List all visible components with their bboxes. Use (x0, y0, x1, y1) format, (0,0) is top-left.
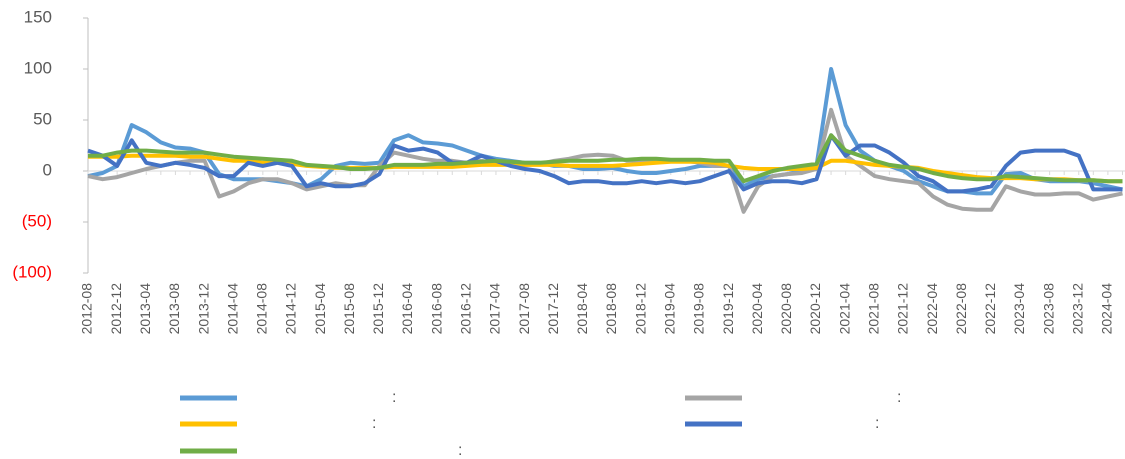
x-tick-label: 2012-12 (108, 283, 124, 335)
series-line (87, 107, 1123, 214)
x-tick-label: 2018-08 (603, 283, 619, 335)
legend-label: : (875, 415, 879, 432)
x-tick-label: 2020-04 (749, 283, 765, 335)
x-tick-label: 2023-12 (1069, 283, 1085, 335)
x-tick-label: 2016-08 (428, 283, 444, 335)
x-tick-label: 2017-08 (516, 283, 532, 335)
x-tick-label: 2016-04 (399, 283, 415, 335)
legend-label: : (897, 389, 901, 406)
legend-label: : (392, 389, 396, 406)
x-tick-label: 2017-12 (545, 283, 561, 335)
x-tick-label: 2021-12 (895, 283, 911, 335)
x-tick-label: 2014-08 (254, 283, 270, 335)
series-line (87, 133, 1123, 194)
x-tick-label: 2019-04 (662, 283, 678, 335)
x-tick-label: 2015-04 (312, 283, 328, 335)
x-tick-label: 2016-12 (458, 283, 474, 335)
x-tick-label: 2020-12 (807, 283, 823, 335)
y-tick-label: 100 (24, 58, 52, 77)
x-tick-label: 2012-08 (79, 283, 95, 335)
x-tick-label: 2022-12 (982, 283, 998, 335)
x-tick-label: 2014-12 (283, 283, 299, 335)
x-tick-label: 2019-12 (720, 283, 736, 335)
x-tick-label: 2013-12 (195, 283, 211, 335)
y-tick-label: (50) (22, 211, 52, 230)
x-tick-label: 2021-08 (865, 283, 881, 335)
x-tick-label: 2024-04 (1099, 283, 1115, 335)
y-tick-label: 50 (33, 109, 52, 128)
x-tick-label: 2017-04 (487, 283, 503, 335)
x-tick-label: 2019-08 (691, 283, 707, 335)
x-tick-label: 2022-04 (924, 283, 940, 335)
x-tick-label: 2014-04 (224, 283, 240, 335)
legend-label: : (458, 442, 462, 459)
series-line (88, 133, 1123, 184)
x-tick-label: 2013-04 (137, 283, 153, 335)
x-tick-label: 2018-12 (632, 283, 648, 335)
x-tick-label: 2020-08 (778, 283, 794, 335)
y-tick-label: (100) (12, 262, 52, 281)
x-tick-label: 2013-08 (166, 283, 182, 335)
x-tick-label: 2015-12 (370, 283, 386, 335)
x-tick-label: 2018-04 (574, 283, 590, 335)
y-tick-label: 150 (24, 7, 52, 26)
x-tick-label: 2023-04 (1011, 283, 1027, 335)
legend-label: : (372, 415, 376, 432)
x-tick-label: 2022-08 (953, 283, 969, 335)
series-line (88, 153, 1123, 184)
x-tick-label: 2015-08 (341, 283, 357, 335)
x-tick-label: 2023-08 (1040, 283, 1056, 335)
x-tick-label: 2021-04 (836, 283, 852, 335)
y-tick-label: 0 (43, 160, 52, 179)
